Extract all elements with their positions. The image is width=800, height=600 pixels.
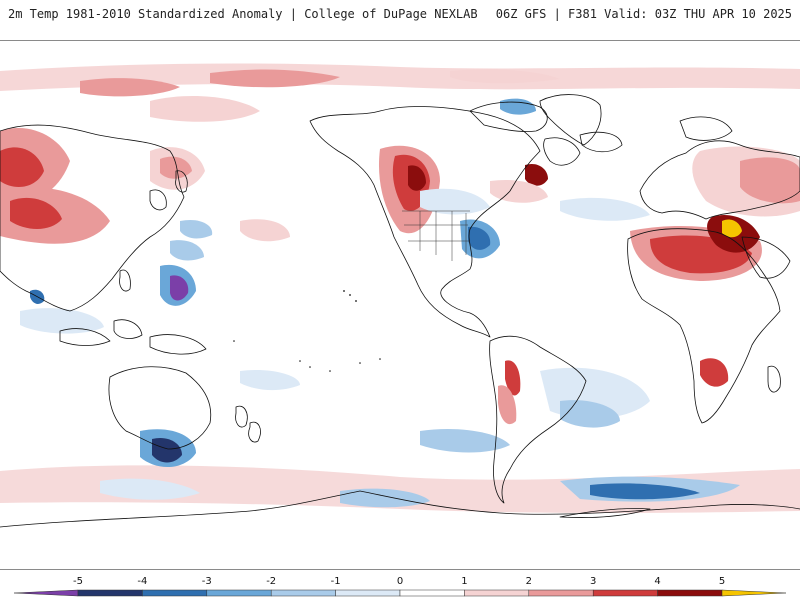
colorbar-tick-label: 2 — [526, 576, 532, 587]
anomaly-map — [0, 41, 800, 570]
colorbar-segment — [77, 589, 143, 597]
colorbar-segment — [592, 589, 658, 597]
pacific-islands — [233, 290, 381, 372]
colorbar-tick-label: -3 — [202, 576, 212, 587]
colorbar-tick-label: -4 — [137, 576, 147, 587]
map-title: 2m Temp 1981-2010 Standardized Anomaly |… — [8, 7, 478, 21]
warm-anomaly-patches — [0, 78, 800, 513]
colorbar-segment — [206, 589, 272, 597]
coastlines — [0, 94, 800, 528]
colorbar-tick-label: 4 — [654, 576, 660, 587]
colorbar-tick-label: 1 — [461, 576, 467, 587]
colorbar: -5 -4 -3 -2 -1 0 1 2 3 4 5 — [0, 570, 800, 600]
colorbar-segment — [528, 589, 594, 597]
colorbar-segment — [464, 589, 530, 597]
colorbar-tick-label: 3 — [590, 576, 596, 587]
colorbar-ticks: -5 -4 -3 -2 -1 0 1 2 3 4 5 — [73, 576, 725, 587]
run-valid-time: 06Z GFS | F381 Valid: 03Z THU APR 10 202… — [495, 7, 792, 21]
colorbar-max-triangle — [721, 589, 787, 597]
colorbar-segment — [399, 589, 465, 597]
colorbar-min-triangle — [13, 589, 79, 597]
colorbar-tick-label: -5 — [73, 576, 83, 587]
colorbar-segment — [657, 589, 723, 597]
colorbar-tick-label: -1 — [331, 576, 341, 587]
colorbar-segments — [13, 589, 787, 597]
map-svg — [0, 41, 800, 569]
colorbar-segment — [335, 589, 401, 597]
arctic-anomaly-band — [0, 63, 800, 91]
title-bar: 2m Temp 1981-2010 Standardized Anomaly |… — [0, 0, 800, 41]
colorbar-segment — [142, 589, 208, 597]
colorbar-tick-label: -2 — [266, 576, 276, 587]
colorbar-tick-label: 0 — [397, 576, 403, 587]
colorbar-svg: -5 -4 -3 -2 -1 0 1 2 3 4 5 — [13, 576, 787, 597]
colorbar-tick-label: 5 — [719, 576, 725, 587]
cool-anomaly-patches — [20, 98, 740, 508]
colorbar-segment — [270, 589, 336, 597]
